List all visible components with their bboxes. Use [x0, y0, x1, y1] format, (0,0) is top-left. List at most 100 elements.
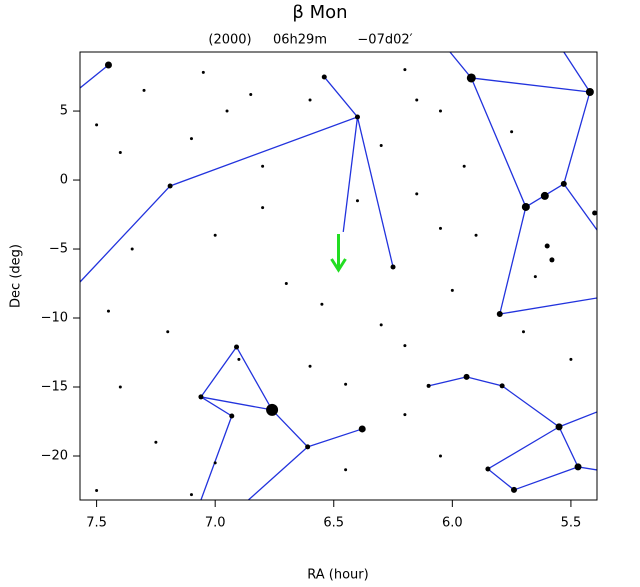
star — [189, 493, 193, 497]
star — [213, 461, 217, 465]
star — [555, 423, 563, 431]
star — [499, 383, 505, 389]
star — [466, 73, 476, 83]
star — [415, 192, 419, 196]
star — [510, 130, 514, 134]
star — [142, 88, 146, 92]
star — [379, 144, 383, 148]
y-axis-label: Dec (deg) — [9, 244, 24, 308]
star — [321, 74, 327, 80]
star — [426, 383, 431, 388]
plot-area — [80, 52, 597, 500]
star — [521, 330, 525, 334]
star — [496, 311, 503, 318]
star — [390, 264, 396, 270]
star — [225, 109, 229, 113]
x-tick-label: 6.5 — [323, 516, 344, 531]
star — [234, 344, 240, 350]
star — [308, 364, 312, 368]
y-tick-label: −10 — [41, 311, 68, 326]
star — [249, 92, 253, 96]
epoch-label: (2000) — [208, 33, 251, 48]
star — [198, 394, 204, 400]
star — [118, 150, 122, 154]
star — [118, 385, 122, 389]
star — [320, 302, 324, 306]
star — [415, 98, 419, 102]
x-tick-label: 7.5 — [86, 516, 107, 531]
star — [189, 137, 193, 141]
y-tick-label: 0 — [60, 173, 68, 188]
star — [379, 323, 383, 327]
star — [544, 243, 550, 249]
star — [130, 247, 134, 251]
star — [308, 98, 312, 102]
star — [213, 233, 217, 237]
star — [403, 413, 407, 417]
star — [104, 61, 112, 69]
star — [344, 382, 348, 386]
star — [485, 466, 491, 472]
star — [592, 210, 597, 216]
star — [344, 468, 348, 472]
y-tick-label: −5 — [49, 242, 68, 257]
constellation-line — [525, 52, 591, 208]
star — [106, 309, 110, 313]
star — [585, 88, 594, 97]
star — [201, 70, 205, 74]
star — [167, 183, 173, 189]
constellation-line — [247, 446, 309, 500]
star — [549, 257, 555, 263]
star — [305, 444, 311, 450]
constellation-line — [342, 116, 394, 268]
star — [533, 275, 537, 279]
star — [354, 114, 360, 120]
star — [450, 288, 454, 292]
constellation-line — [471, 77, 590, 93]
x-tick-label: 7.0 — [205, 516, 226, 531]
star — [358, 425, 366, 433]
star — [237, 357, 241, 361]
constellation-line — [80, 76, 359, 283]
y-tick-label: −20 — [41, 448, 68, 463]
plot-frame — [79, 51, 598, 501]
constellation-line — [563, 183, 597, 231]
star — [95, 488, 99, 492]
star — [560, 180, 567, 187]
constellation-line — [80, 64, 109, 89]
star — [438, 454, 442, 458]
constellation-line — [200, 396, 273, 411]
star — [166, 330, 170, 334]
star — [438, 226, 442, 230]
y-tick-label: 5 — [60, 104, 68, 119]
dec-label: −07d02′ — [357, 33, 412, 48]
chart-title: β Mon — [292, 2, 347, 23]
star — [95, 123, 99, 127]
constellation-line — [200, 345, 363, 500]
star — [521, 202, 530, 211]
star — [574, 463, 582, 471]
constellation-line — [486, 426, 579, 491]
star — [462, 164, 466, 168]
star — [284, 282, 288, 286]
x-tick-label: 5.5 — [561, 516, 582, 531]
constellation-line — [449, 52, 597, 315]
star — [403, 344, 407, 348]
target-arrow — [330, 233, 347, 273]
star — [510, 486, 517, 493]
y-tick-label: −15 — [41, 379, 68, 394]
star — [355, 199, 359, 203]
star — [569, 357, 573, 361]
star — [463, 373, 470, 380]
x-tick-label: 6.0 — [442, 516, 463, 531]
star — [229, 413, 235, 419]
star — [154, 440, 158, 444]
star — [261, 164, 265, 168]
star — [540, 191, 549, 200]
x-axis-label: RA (hour) — [307, 568, 368, 583]
star — [403, 68, 407, 72]
star — [266, 403, 279, 416]
constellation-line — [428, 376, 597, 428]
star — [438, 109, 442, 113]
